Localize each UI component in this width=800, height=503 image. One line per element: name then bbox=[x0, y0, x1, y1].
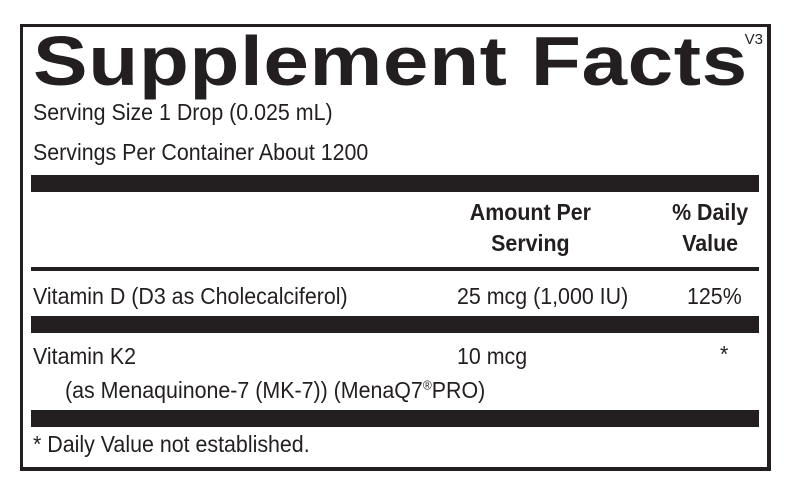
row-dv: 125% bbox=[687, 283, 742, 309]
source-text-end: PRO) bbox=[431, 377, 486, 403]
thick-divider bbox=[31, 316, 759, 333]
source-text: (as Menaquinone-7 (MK-7)) (MenaQ7 bbox=[65, 377, 423, 403]
thin-divider bbox=[31, 267, 759, 271]
supplement-facts-panel: Supplement Facts V3 Serving Size 1 Drop … bbox=[20, 22, 771, 471]
row-dv: * bbox=[720, 341, 729, 367]
amount-header-line2: Serving bbox=[491, 230, 570, 256]
daily-value-header: % Daily Value bbox=[659, 199, 761, 257]
row-source: (as Menaquinone-7 (MK-7)) (MenaQ7®PRO) bbox=[65, 377, 485, 404]
amount-header-line1: Amount Per bbox=[469, 199, 592, 225]
row-amount: 25 mcg (1,000 IU) bbox=[457, 283, 629, 309]
registered-mark: ® bbox=[422, 377, 432, 393]
dv-header-line1: % Daily bbox=[672, 199, 749, 225]
row-name: Vitamin D (D3 as Cholecalciferol) bbox=[33, 283, 348, 309]
thick-divider bbox=[31, 175, 759, 192]
panel-title: Supplement Facts bbox=[33, 22, 748, 100]
footnote: * Daily Value not established. bbox=[33, 431, 310, 457]
row-amount: 10 mcg bbox=[457, 343, 528, 369]
servings-per-container: Servings Per Container About 1200 bbox=[33, 139, 369, 165]
amount-header: Amount Per Serving bbox=[456, 199, 605, 257]
row-name: Vitamin K2 bbox=[33, 343, 137, 369]
serving-size: Serving Size 1 Drop (0.025 mL) bbox=[33, 99, 333, 125]
dv-header-line2: Value bbox=[682, 230, 739, 256]
thick-divider bbox=[31, 410, 759, 427]
version-label: V3 bbox=[744, 31, 763, 48]
